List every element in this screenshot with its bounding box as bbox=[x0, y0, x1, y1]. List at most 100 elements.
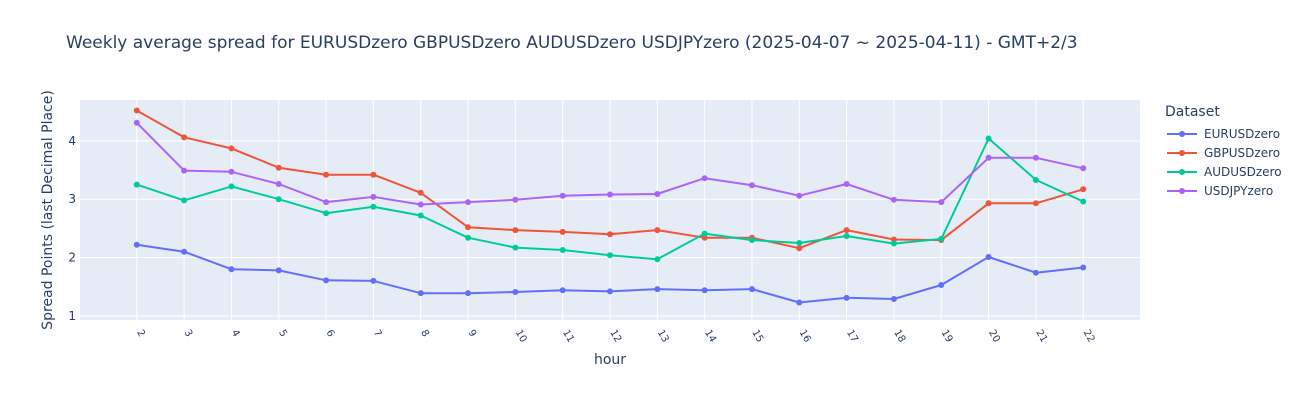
data-point-EURUSDzero-12[interactable] bbox=[607, 288, 613, 295]
series-layer bbox=[133, 107, 1087, 306]
data-point-EURUSDzero-16[interactable] bbox=[796, 299, 803, 306]
x-tick-label-14: 16 bbox=[797, 328, 813, 345]
data-point-AUDUSDzero-4[interactable] bbox=[228, 183, 235, 190]
legend-label: GBPUSDzero bbox=[1204, 145, 1281, 160]
data-point-EURUSDzero-13[interactable] bbox=[654, 286, 661, 293]
data-point-EURUSDzero-19[interactable] bbox=[938, 281, 945, 288]
data-point-EURUSDzero-21[interactable] bbox=[1032, 269, 1039, 276]
data-point-USDJPYzero-2[interactable] bbox=[133, 119, 140, 126]
data-point-AUDUSDzero-6[interactable] bbox=[323, 210, 330, 217]
data-point-GBPUSDzero-22[interactable] bbox=[1080, 186, 1087, 193]
data-point-EURUSDzero-10[interactable] bbox=[512, 288, 519, 295]
data-point-USDJPYzero-9[interactable] bbox=[465, 199, 472, 206]
data-point-EURUSDzero-3[interactable] bbox=[181, 248, 188, 255]
data-point-AUDUSDzero-19[interactable] bbox=[938, 235, 945, 242]
data-point-AUDUSDzero-5[interactable] bbox=[275, 196, 282, 203]
data-point-GBPUSDzero-3[interactable] bbox=[181, 134, 188, 141]
data-point-GBPUSDzero-11[interactable] bbox=[559, 228, 566, 235]
data-point-GBPUSDzero-21[interactable] bbox=[1032, 200, 1039, 207]
data-point-EURUSDzero-9[interactable] bbox=[465, 290, 472, 297]
data-point-USDJPYzero-21[interactable] bbox=[1032, 154, 1039, 161]
data-point-AUDUSDzero-9[interactable] bbox=[465, 234, 472, 241]
x-tick-label-13: 15 bbox=[749, 328, 765, 345]
data-point-USDJPYzero-10[interactable] bbox=[512, 196, 519, 203]
data-point-USDJPYzero-14[interactable] bbox=[701, 175, 708, 182]
data-point-AUDUSDzero-8[interactable] bbox=[417, 212, 424, 219]
x-tick-labels: 2 3 4 5 6 7 8 9 10 11 12 13 14 15 16 17 18 19 20 21 22 bbox=[134, 328, 1096, 345]
data-point-AUDUSDzero-2[interactable] bbox=[133, 181, 140, 188]
data-point-GBPUSDzero-9[interactable] bbox=[465, 224, 472, 231]
data-point-GBPUSDzero-8[interactable] bbox=[417, 189, 424, 196]
legend-item-AUDUSDzero[interactable]: AUDUSDzero bbox=[1165, 162, 1282, 181]
data-point-USDJPYzero-3[interactable] bbox=[181, 167, 188, 174]
data-point-USDJPYzero-17[interactable] bbox=[843, 181, 850, 188]
data-point-EURUSDzero-11[interactable] bbox=[559, 287, 566, 294]
data-point-AUDUSDzero-16[interactable] bbox=[796, 239, 803, 246]
data-point-USDJPYzero-20[interactable] bbox=[985, 154, 992, 161]
data-point-USDJPYzero-5[interactable] bbox=[275, 181, 282, 188]
data-point-USDJPYzero-18[interactable] bbox=[890, 196, 897, 203]
data-point-EURUSDzero-6[interactable] bbox=[323, 277, 330, 284]
data-point-AUDUSDzero-22[interactable] bbox=[1080, 198, 1087, 205]
data-point-USDJPYzero-12[interactable] bbox=[607, 191, 613, 198]
data-point-GBPUSDzero-16[interactable] bbox=[796, 245, 803, 252]
data-point-AUDUSDzero-11[interactable] bbox=[559, 246, 566, 253]
x-tick-label-8: 10 bbox=[513, 328, 529, 345]
data-point-GBPUSDzero-13[interactable] bbox=[654, 227, 661, 234]
data-point-USDJPYzero-6[interactable] bbox=[323, 199, 330, 206]
data-point-EURUSDzero-7[interactable] bbox=[370, 277, 377, 284]
data-point-USDJPYzero-8[interactable] bbox=[417, 201, 424, 208]
data-point-EURUSDzero-8[interactable] bbox=[417, 290, 424, 297]
legend-swatch-icon bbox=[1165, 185, 1199, 197]
x-tick-label-7: 9 bbox=[465, 328, 478, 339]
data-point-EURUSDzero-14[interactable] bbox=[701, 287, 708, 294]
data-point-GBPUSDzero-7[interactable] bbox=[370, 171, 377, 178]
data-point-AUDUSDzero-20[interactable] bbox=[985, 135, 992, 142]
data-point-GBPUSDzero-17[interactable] bbox=[843, 227, 850, 234]
data-point-USDJPYzero-22[interactable] bbox=[1080, 165, 1087, 172]
legend-item-USDJPYzero[interactable]: USDJPYzero bbox=[1165, 181, 1282, 200]
data-point-AUDUSDzero-13[interactable] bbox=[654, 256, 661, 263]
data-point-GBPUSDzero-20[interactable] bbox=[985, 200, 992, 207]
y-tick-label-1: 2 bbox=[68, 251, 76, 265]
data-point-AUDUSDzero-17[interactable] bbox=[843, 232, 850, 239]
data-point-USDJPYzero-15[interactable] bbox=[748, 182, 755, 189]
data-point-EURUSDzero-15[interactable] bbox=[748, 286, 755, 293]
data-point-EURUSDzero-17[interactable] bbox=[843, 294, 850, 301]
data-point-GBPUSDzero-5[interactable] bbox=[275, 164, 282, 171]
x-tick-label-0: 2 bbox=[134, 328, 147, 339]
data-point-AUDUSDzero-14[interactable] bbox=[701, 230, 708, 237]
data-point-GBPUSDzero-4[interactable] bbox=[228, 145, 235, 152]
legend-label: AUDUSDzero bbox=[1204, 164, 1282, 179]
data-point-EURUSDzero-22[interactable] bbox=[1080, 264, 1087, 271]
data-point-AUDUSDzero-10[interactable] bbox=[512, 244, 519, 251]
data-point-EURUSDzero-20[interactable] bbox=[985, 253, 992, 260]
series-USDJPYzero bbox=[133, 119, 1087, 208]
data-point-USDJPYzero-11[interactable] bbox=[559, 192, 566, 199]
data-point-AUDUSDzero-12[interactable] bbox=[607, 252, 613, 259]
data-point-GBPUSDzero-12[interactable] bbox=[607, 231, 613, 238]
legend-item-GBPUSDzero[interactable]: GBPUSDzero bbox=[1165, 143, 1282, 162]
data-point-AUDUSDzero-15[interactable] bbox=[748, 237, 755, 244]
data-point-AUDUSDzero-7[interactable] bbox=[370, 203, 377, 210]
data-point-USDJPYzero-7[interactable] bbox=[370, 193, 377, 200]
series-AUDUSDzero bbox=[133, 135, 1087, 263]
data-point-GBPUSDzero-6[interactable] bbox=[323, 171, 330, 178]
data-point-EURUSDzero-18[interactable] bbox=[890, 295, 897, 302]
data-point-USDJPYzero-4[interactable] bbox=[228, 168, 235, 175]
data-point-AUDUSDzero-3[interactable] bbox=[181, 197, 188, 204]
x-tick-label-12: 14 bbox=[702, 328, 718, 345]
data-point-USDJPYzero-13[interactable] bbox=[654, 190, 661, 197]
data-point-EURUSDzero-5[interactable] bbox=[275, 267, 282, 274]
data-point-USDJPYzero-19[interactable] bbox=[938, 199, 945, 206]
data-point-USDJPYzero-16[interactable] bbox=[796, 192, 803, 199]
y-tick-labels: 1 2 3 4 bbox=[68, 134, 76, 323]
data-point-AUDUSDzero-21[interactable] bbox=[1032, 176, 1039, 183]
data-point-AUDUSDzero-18[interactable] bbox=[890, 240, 897, 247]
data-point-GBPUSDzero-10[interactable] bbox=[512, 227, 519, 234]
data-point-EURUSDzero-4[interactable] bbox=[228, 266, 235, 273]
data-point-GBPUSDzero-2[interactable] bbox=[133, 107, 140, 114]
data-point-EURUSDzero-2[interactable] bbox=[133, 241, 140, 248]
legend-item-EURUSDzero[interactable]: EURUSDzero bbox=[1165, 124, 1282, 143]
